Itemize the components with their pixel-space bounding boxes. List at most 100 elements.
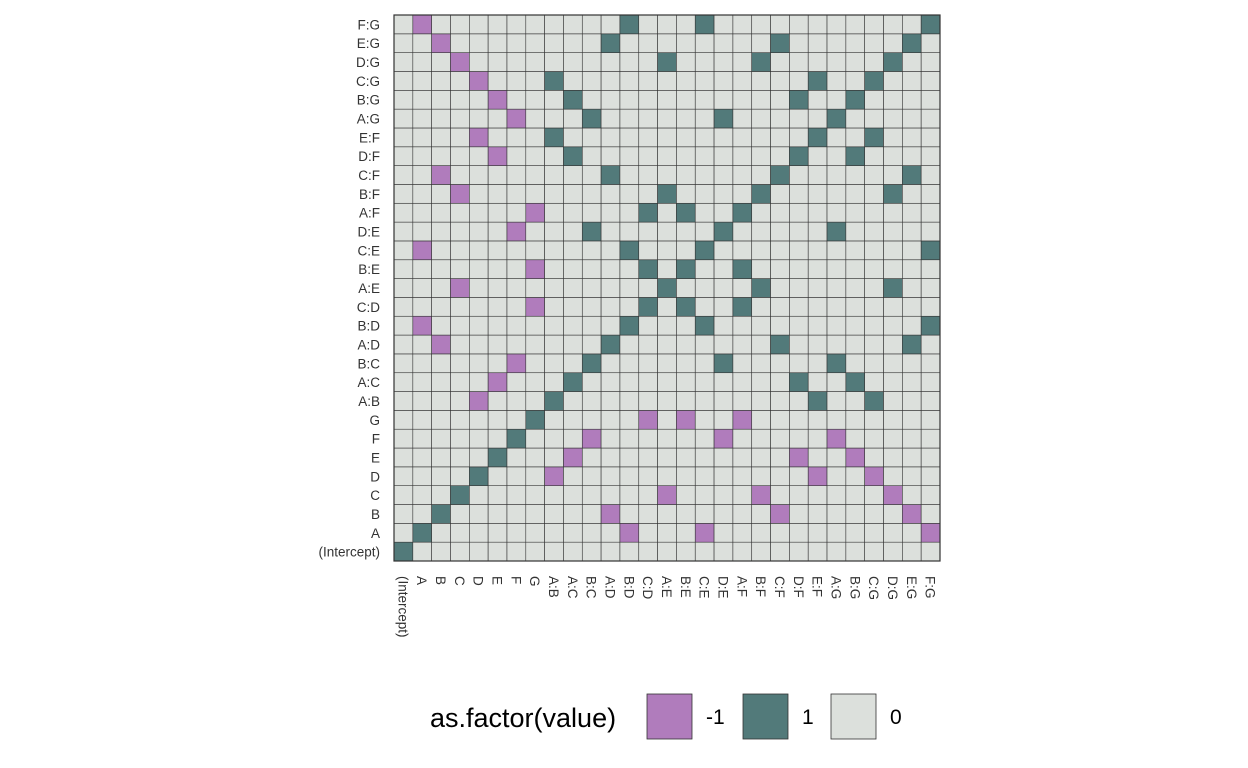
- heatmap-cell: [600, 71, 621, 91]
- heatmap-cell: [864, 52, 884, 72]
- heatmap-cell: [431, 14, 451, 35]
- heatmap-cell: [826, 391, 847, 411]
- heatmap-cell: [845, 466, 865, 486]
- heatmap-cell: [732, 372, 753, 392]
- heatmap-cell: [826, 240, 847, 261]
- heatmap-cell: [902, 108, 922, 129]
- heatmap-cell: [431, 372, 451, 392]
- heatmap-cell: [525, 353, 545, 374]
- heatmap-cell: [506, 165, 527, 185]
- heatmap-cell: [412, 523, 432, 543]
- heatmap-cell: [487, 278, 508, 298]
- heatmap-cell: [789, 315, 809, 336]
- heatmap-cell: [563, 14, 583, 35]
- x-tick-label: E:G: [904, 576, 919, 599]
- y-tick-label: F:G: [358, 17, 381, 32]
- heatmap-cell: [807, 353, 828, 374]
- heatmap-cell: [713, 33, 734, 53]
- legend-key-swatch: [646, 693, 693, 740]
- heatmap-cell: [770, 165, 790, 185]
- heatmap-cell: [544, 391, 564, 411]
- heatmap-cell: [581, 504, 602, 524]
- heatmap-cell: [864, 71, 884, 91]
- heatmap-cell: [920, 165, 941, 185]
- heatmap-cell: [713, 90, 734, 110]
- y-tick-label: C:E: [357, 243, 380, 258]
- heatmap-cell: [657, 202, 677, 223]
- heatmap-cell: [845, 447, 865, 468]
- heatmap-cell: [619, 146, 640, 166]
- heatmap-cell: [732, 353, 753, 374]
- heatmap-cell: [920, 428, 941, 449]
- heatmap-cell: [751, 297, 771, 317]
- heatmap-cell: [902, 90, 922, 110]
- heatmap-cell: [525, 372, 545, 392]
- heatmap-cell: [393, 334, 414, 355]
- heatmap-cell: [525, 33, 545, 53]
- x-tick-label: A:G: [828, 576, 843, 599]
- heatmap-cell: [902, 202, 922, 223]
- heatmap-cell: [864, 485, 884, 505]
- heatmap-cell: [600, 428, 621, 449]
- heatmap-cell: [563, 541, 583, 562]
- heatmap-cell: [920, 146, 941, 166]
- heatmap-cell: [920, 90, 941, 110]
- heatmap-cell: [619, 33, 640, 53]
- heatmap-cell: [393, 259, 414, 279]
- heatmap-cell: [807, 278, 828, 298]
- x-tick-label: C:D: [640, 576, 655, 600]
- heatmap-cell: [920, 14, 941, 35]
- heatmap-cell: [431, 202, 451, 223]
- heatmap-cell: [600, 202, 621, 223]
- heatmap-cell: [600, 297, 621, 317]
- heatmap-cell: [544, 221, 564, 242]
- heatmap-cell: [751, 14, 771, 35]
- heatmap-cell: [544, 428, 564, 449]
- heatmap-cell: [412, 428, 432, 449]
- heatmap-cell: [487, 146, 508, 166]
- heatmap-cell: [845, 297, 865, 317]
- heatmap-cell: [600, 240, 621, 261]
- heatmap-cell: [525, 541, 545, 562]
- heatmap-cell: [807, 447, 828, 468]
- x-tick-label: B:C: [584, 576, 599, 599]
- heatmap-cell: [450, 278, 470, 298]
- heatmap-cell: [431, 391, 451, 411]
- heatmap-cell: [826, 90, 847, 110]
- heatmap-cell: [826, 221, 847, 242]
- heatmap-cell: [600, 523, 621, 543]
- heatmap-cell: [676, 71, 696, 91]
- heatmap-cell: [694, 240, 715, 261]
- heatmap-cell: [732, 428, 753, 449]
- heatmap-cell: [751, 447, 771, 468]
- heatmap-cell: [619, 541, 640, 562]
- heatmap-cell: [676, 146, 696, 166]
- heatmap-cell: [657, 504, 677, 524]
- heatmap-cell: [807, 202, 828, 223]
- heatmap-cell: [920, 278, 941, 298]
- heatmap-cell: [845, 541, 865, 562]
- heatmap-cell: [619, 14, 640, 35]
- heatmap-cell: [902, 71, 922, 91]
- heatmap-cell: [600, 391, 621, 411]
- heatmap-cell: [732, 541, 753, 562]
- heatmap-cell: [732, 259, 753, 279]
- y-tick-label: A:F: [359, 206, 380, 221]
- heatmap-cell: [581, 184, 602, 204]
- heatmap-cell: [845, 146, 865, 166]
- x-tick-label: B: [433, 576, 448, 585]
- heatmap-cell: [883, 90, 903, 110]
- heatmap-cell: [751, 541, 771, 562]
- heatmap-cell: [902, 240, 922, 261]
- heatmap-cell: [638, 391, 658, 411]
- heatmap-cell: [864, 297, 884, 317]
- heatmap-cell: [581, 108, 602, 129]
- heatmap-cell: [544, 523, 564, 543]
- heatmap-cell: [638, 14, 658, 35]
- heatmap-cell: [506, 108, 527, 129]
- heatmap-cell: [469, 52, 489, 72]
- heatmap-cell: [563, 334, 583, 355]
- heatmap-cell: [713, 202, 734, 223]
- legend-key-label: -1: [706, 706, 725, 729]
- heatmap-cell: [826, 278, 847, 298]
